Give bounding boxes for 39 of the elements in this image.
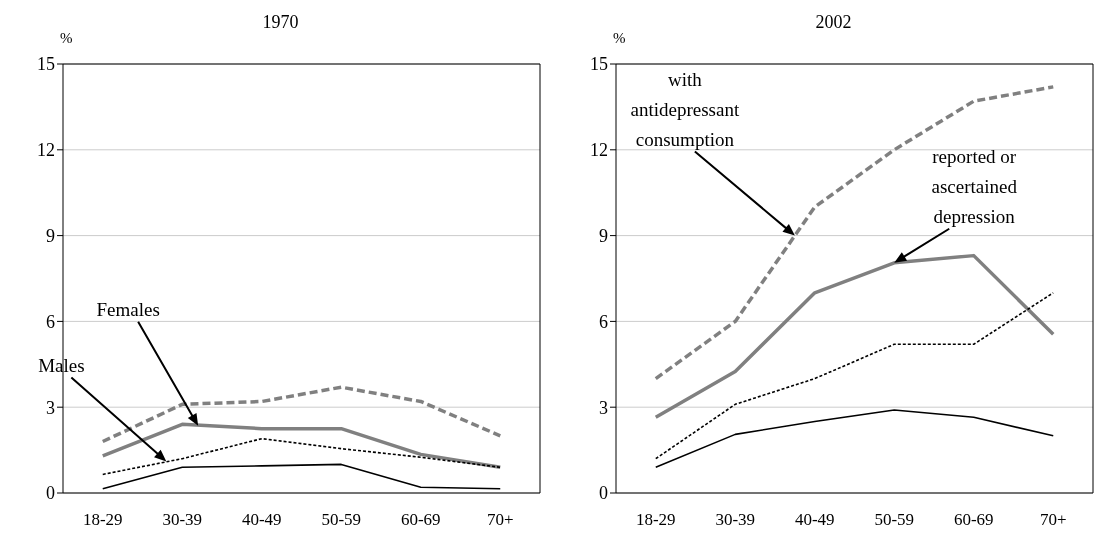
y-axis-title: % [60, 30, 73, 47]
x-tick-label: 50-59 [874, 510, 915, 530]
annotation: reported or ascertained depression [931, 145, 1018, 227]
x-tick-label: 70+ [486, 510, 514, 530]
y-tick-label: 12 [590, 140, 608, 161]
y-tick-label: 3 [46, 397, 55, 418]
x-tick-label: 70+ [1039, 510, 1067, 530]
line-series [101, 437, 502, 476]
line-series [654, 253, 1055, 419]
line-series [101, 422, 502, 470]
line-series [101, 385, 502, 444]
y-tick-label: 0 [46, 483, 55, 504]
line-series [101, 463, 502, 490]
y-tick-label: 12 [37, 140, 55, 161]
annotation: with antidepressant consumption [630, 68, 740, 150]
chart-title: 1970 [262, 12, 299, 32]
x-tick-label: 60-69 [953, 510, 994, 530]
y-tick-label: 15 [37, 54, 55, 75]
line-series [654, 409, 1055, 469]
x-tick-label: 40-49 [241, 510, 282, 530]
y-tick-label: 6 [46, 311, 55, 332]
y-tick-label: 3 [599, 397, 608, 418]
y-axis-title: % [613, 30, 626, 47]
annotation: Females [96, 298, 160, 320]
x-tick-label: 18-29 [635, 510, 676, 530]
y-tick-label: 15 [590, 54, 608, 75]
x-tick-label: 30-39 [715, 510, 756, 530]
y-tick-label: 9 [46, 225, 55, 246]
y-tick-label: 6 [599, 311, 608, 332]
x-tick-label: 18-29 [82, 510, 123, 530]
x-tick-label: 40-49 [794, 510, 835, 530]
x-tick-label: 60-69 [400, 510, 441, 530]
x-tick-label: 50-59 [321, 510, 362, 530]
annotation: Males [38, 354, 85, 376]
line-series [654, 292, 1055, 460]
y-tick-label: 0 [599, 483, 608, 504]
x-tick-label: 30-39 [162, 510, 203, 530]
y-tick-label: 9 [599, 225, 608, 246]
chart-title: 2002 [815, 12, 852, 32]
